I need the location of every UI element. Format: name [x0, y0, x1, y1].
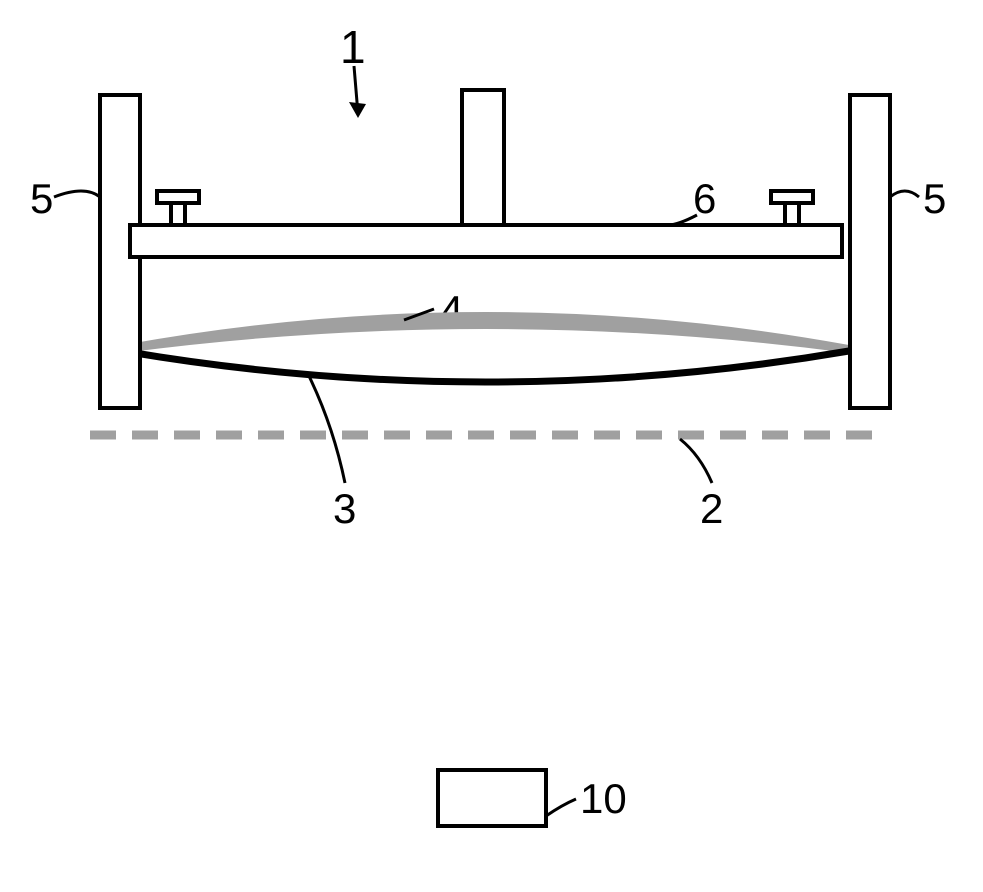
diagram-svg — [0, 0, 983, 892]
diagram-canvas: 1 5 5 6 4 3 2 10 — [0, 0, 983, 892]
